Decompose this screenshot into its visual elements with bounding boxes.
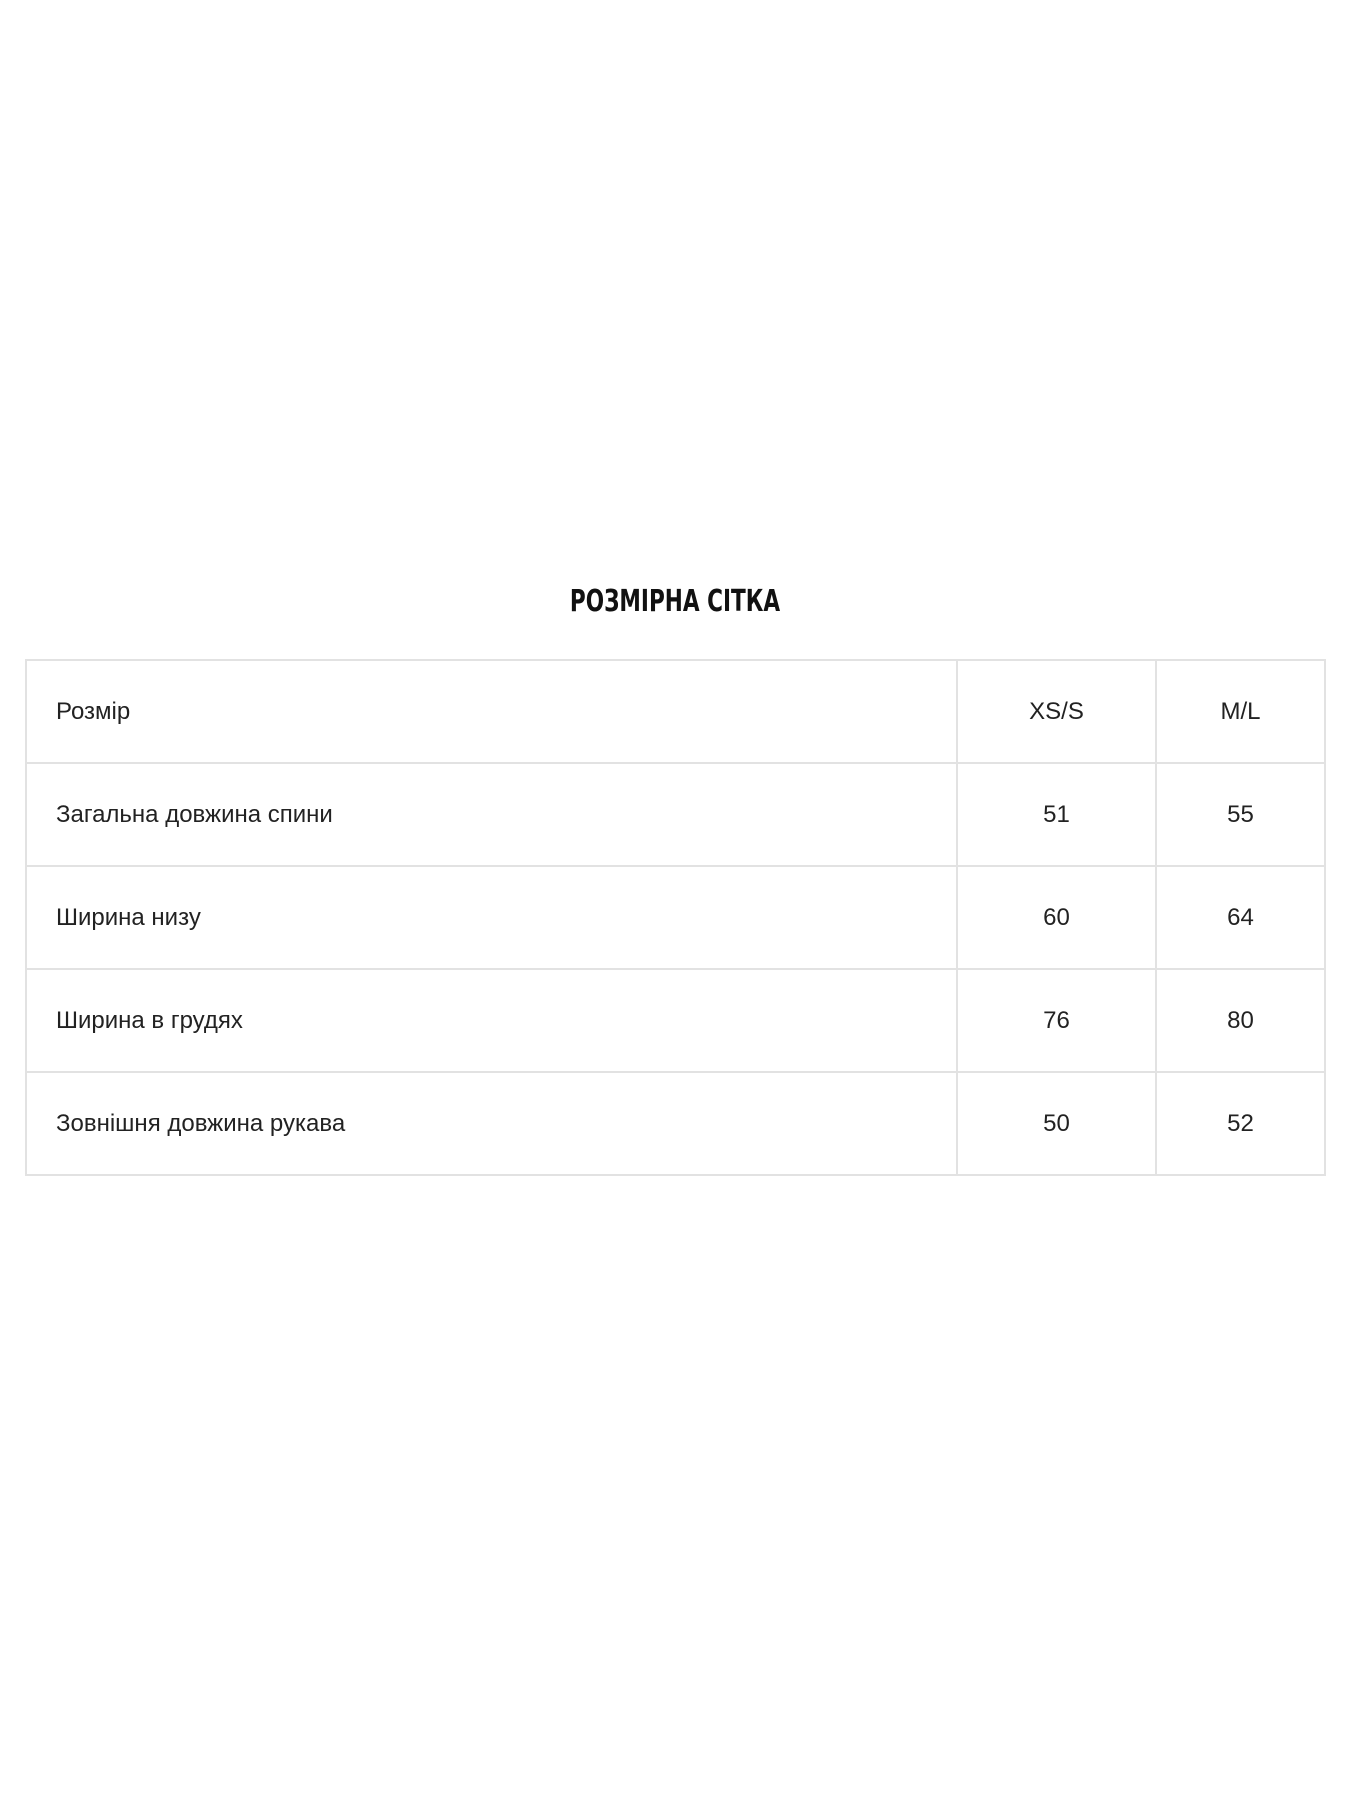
row-value: 55: [1155, 762, 1326, 867]
table-row: Загальна довжина спини 51 55: [25, 762, 1326, 867]
row-value: 76: [956, 968, 1157, 1073]
row-value: 60: [956, 865, 1157, 970]
page-title: РОЗМІРНА СІТКА: [569, 584, 781, 619]
header-size-m-l: M/L: [1155, 659, 1326, 764]
row-value: 80: [1155, 968, 1326, 1073]
row-value: 51: [956, 762, 1157, 867]
row-value: 52: [1155, 1071, 1326, 1176]
table-row: Ширина низу 60 64: [25, 865, 1326, 970]
header-label: Розмір: [25, 659, 958, 764]
row-label: Зовнішня довжина рукава: [25, 1071, 958, 1176]
row-label: Ширина низу: [25, 865, 958, 970]
row-value: 64: [1155, 865, 1326, 970]
size-chart-table: Розмір XS/S M/L Загальна довжина спини 5…: [25, 659, 1326, 1176]
row-label: Ширина в грудях: [25, 968, 958, 1073]
table-row: Зовнішня довжина рукава 50 52: [25, 1071, 1326, 1176]
row-value: 50: [956, 1071, 1157, 1176]
table-row: Ширина в грудях 76 80: [25, 968, 1326, 1073]
table-header-row: Розмір XS/S M/L: [25, 659, 1326, 764]
row-label: Загальна довжина спини: [25, 762, 958, 867]
header-size-xs-s: XS/S: [956, 659, 1157, 764]
